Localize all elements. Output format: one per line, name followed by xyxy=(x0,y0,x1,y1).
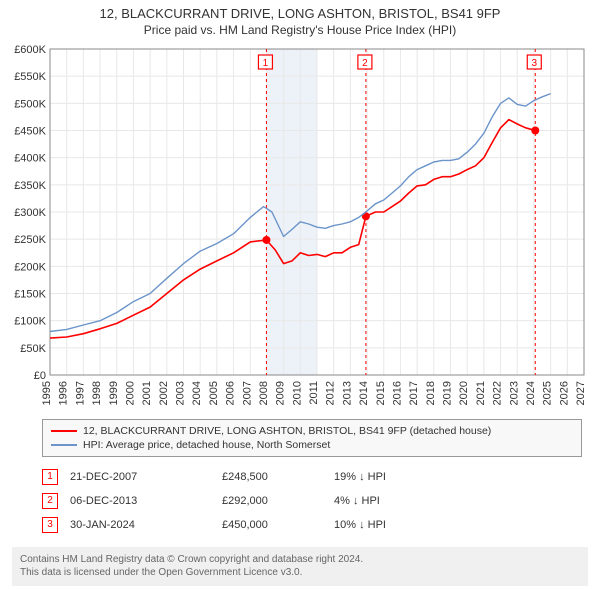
x-tick-label: 2027 xyxy=(575,381,587,405)
marker-row: 3 30-JAN-2024 £450,000 10% ↓ HPI xyxy=(42,513,582,537)
marker-date: 21-DEC-2007 xyxy=(70,471,210,483)
x-tick-label: 2017 xyxy=(408,381,420,405)
marker-diff: 19% ↓ HPI xyxy=(334,471,454,483)
vline-badge: 2 xyxy=(362,58,368,69)
x-tick-label: 2014 xyxy=(358,381,370,405)
marker-price: £248,500 xyxy=(222,471,322,483)
x-tick-label: 2003 xyxy=(175,381,187,405)
marker-diff: 4% ↓ HPI xyxy=(334,495,454,507)
marker-row: 2 06-DEC-2013 £292,000 4% ↓ HPI xyxy=(42,489,582,513)
x-tick-label: 2010 xyxy=(291,381,303,405)
y-tick-label: £600K xyxy=(14,44,46,56)
x-tick-label: 2001 xyxy=(141,381,153,405)
legend-label: HPI: Average price, detached house, Nort… xyxy=(83,439,330,451)
vline-badge: 3 xyxy=(531,58,537,69)
y-tick-label: £500K xyxy=(14,98,46,110)
x-tick-label: 2007 xyxy=(241,381,253,405)
y-tick-label: £400K xyxy=(14,153,46,165)
chart-container: 12, BLACKCURRANT DRIVE, LONG ASHTON, BRI… xyxy=(0,0,600,586)
x-tick-label: 2024 xyxy=(525,381,537,405)
x-tick-label: 2026 xyxy=(558,381,570,405)
marker-diff: 10% ↓ HPI xyxy=(334,519,454,531)
x-tick-label: 2019 xyxy=(442,381,454,405)
x-tick-label: 2013 xyxy=(341,381,353,405)
x-tick-label: 2016 xyxy=(391,381,403,405)
y-tick-label: £550K xyxy=(14,71,46,83)
legend-item: 12, BLACKCURRANT DRIVE, LONG ASHTON, BRI… xyxy=(51,424,573,438)
x-tick-label: 1999 xyxy=(108,381,120,405)
legend-label: 12, BLACKCURRANT DRIVE, LONG ASHTON, BRI… xyxy=(83,425,491,437)
y-tick-label: £200K xyxy=(14,261,46,273)
footer-line1: Contains HM Land Registry data © Crown c… xyxy=(20,553,580,567)
y-tick-label: £50K xyxy=(20,343,46,355)
x-tick-label: 2006 xyxy=(225,381,237,405)
x-tick-label: 2002 xyxy=(158,381,170,405)
y-tick-label: £100K xyxy=(14,316,46,328)
y-tick-label: £350K xyxy=(14,180,46,192)
marker-price: £292,000 xyxy=(222,495,322,507)
x-tick-label: 2022 xyxy=(492,381,504,405)
y-tick-label: £0 xyxy=(34,370,46,382)
marker-price: £450,000 xyxy=(222,519,322,531)
x-tick-label: 2025 xyxy=(542,381,554,405)
vline-badge: 1 xyxy=(263,58,269,69)
legend-item: HPI: Average price, detached house, Nort… xyxy=(51,438,573,452)
plot-svg: £0 £50K £100K £150K £200K £250K £300K £350K £400… xyxy=(6,43,594,413)
marker-date: 30-JAN-2024 xyxy=(70,519,210,531)
x-tick-label: 2015 xyxy=(375,381,387,405)
y-tick-label: £150K xyxy=(14,288,46,300)
x-tick-label: 2000 xyxy=(124,381,136,405)
footer-attribution: Contains HM Land Registry data © Crown c… xyxy=(12,547,588,586)
x-tick-label: 1998 xyxy=(91,381,103,405)
legend-swatch xyxy=(51,444,77,446)
x-tick-label: 2009 xyxy=(275,381,287,405)
x-tick-label: 2023 xyxy=(508,381,520,405)
x-tick-label: 2021 xyxy=(475,381,487,405)
chart-title-line1: 12, BLACKCURRANT DRIVE, LONG ASHTON, BRI… xyxy=(6,6,594,23)
y-tick-label: £300K xyxy=(14,207,46,219)
marker-badge: 1 xyxy=(42,469,58,485)
footer-line2: This data is licensed under the Open Gov… xyxy=(20,566,580,580)
markers-table: 1 21-DEC-2007 £248,500 19% ↓ HPI 2 06-DEC-201… xyxy=(42,465,582,537)
x-tick-label: 2005 xyxy=(208,381,220,405)
legend-box: 12, BLACKCURRANT DRIVE, LONG ASHTON, BRI… xyxy=(42,419,582,457)
legend-swatch xyxy=(51,430,77,432)
y-tick-label: £250K xyxy=(14,234,46,246)
plot-area: £0 £50K £100K £150K £200K £250K £300K £350K £400… xyxy=(6,43,594,413)
x-tick-label: 1997 xyxy=(74,381,86,405)
x-tick-label: 2018 xyxy=(425,381,437,405)
x-tick-label: 2012 xyxy=(325,381,337,405)
chart-title-line2: Price paid vs. HM Land Registry's House … xyxy=(6,23,594,37)
x-tick-label: 1996 xyxy=(58,381,70,405)
x-tick-label: 2004 xyxy=(191,381,203,405)
marker-date: 06-DEC-2013 xyxy=(70,495,210,507)
marker-row: 1 21-DEC-2007 £248,500 19% ↓ HPI xyxy=(42,465,582,489)
marker-badge: 2 xyxy=(42,493,58,509)
y-tick-label: £450K xyxy=(14,125,46,137)
x-tick-label: 2011 xyxy=(308,381,320,405)
x-tick-label: 2008 xyxy=(258,381,270,405)
x-tick-label: 2020 xyxy=(458,381,470,405)
x-tick-label: 1995 xyxy=(41,381,53,405)
marker-badge: 3 xyxy=(42,517,58,533)
